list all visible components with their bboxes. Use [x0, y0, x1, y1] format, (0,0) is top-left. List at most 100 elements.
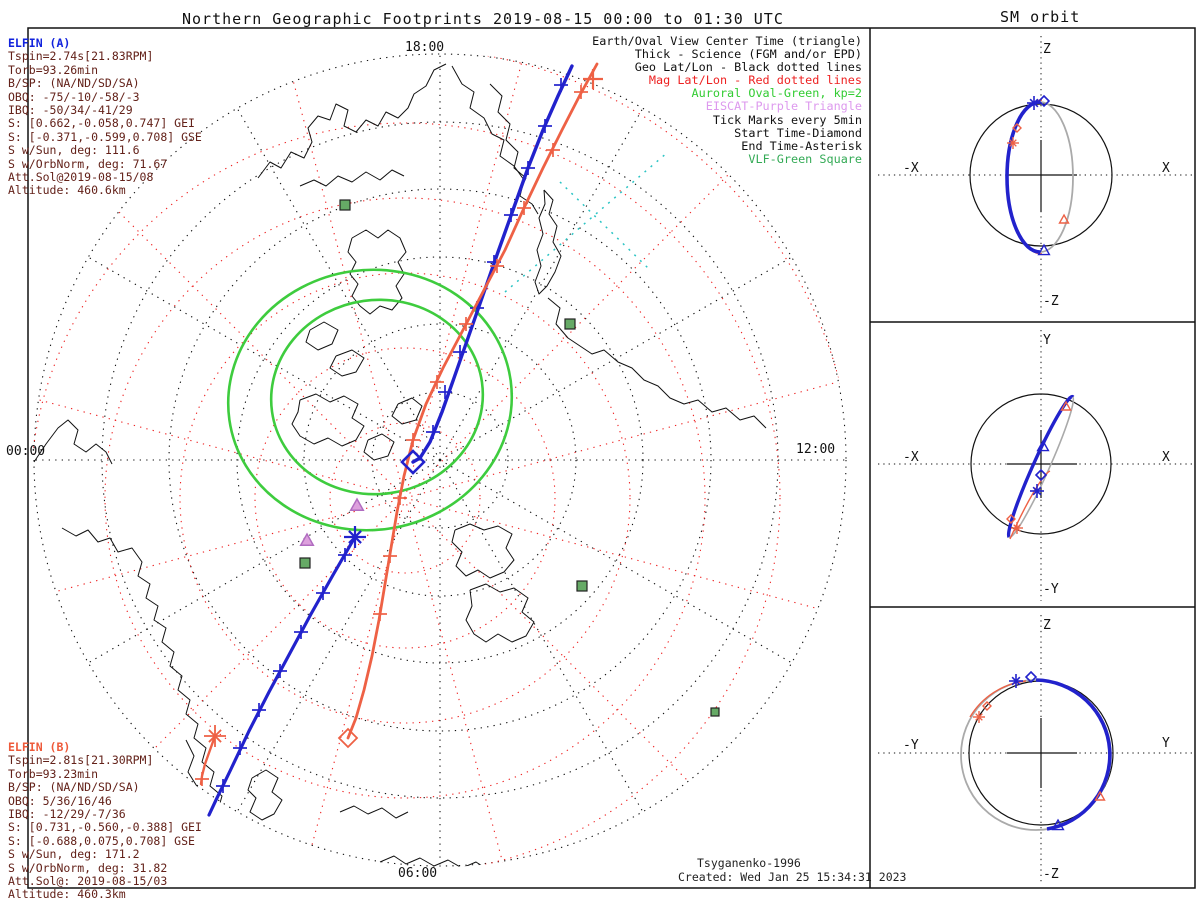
- legend-line: Mag Lat/Lon - Red dotted lines: [648, 73, 862, 88]
- sm2-axis-bottom: -Y: [1043, 582, 1059, 597]
- elfin-b-orbit-arc: [1006, 99, 1043, 255]
- sm3-center-triangle-b: [1094, 790, 1106, 801]
- legend-line: Thick - Science (FGM and/or EPD): [634, 47, 862, 62]
- elfin-a-line: S: [0.662,-0.058,0.747] GEI: [8, 116, 195, 131]
- legend-line: End Time-Asterisk: [741, 138, 862, 153]
- vlf-square: [339, 199, 351, 211]
- elfin-a-line: OBQ: -75/-10/-58/-3: [8, 89, 140, 104]
- elfin-a-line: Torb=93.26min: [8, 62, 99, 77]
- created-timestamp: Created: Wed Jan 25 15:34:31 2023: [678, 870, 907, 884]
- elfin-a-orbit-arc: [1006, 394, 1075, 538]
- elfin-a-line: B/SP: (NA/ND/SD/SA): [8, 76, 140, 91]
- elfin-a-end-asterisk: [344, 526, 366, 548]
- time-label-12: 12:00: [796, 442, 836, 457]
- legend-line: Geo Lat/Lon - Black dotted lines: [634, 60, 862, 75]
- sm3-axis-left: -Y: [903, 738, 919, 753]
- sm3-axis-right: Y: [1162, 736, 1170, 751]
- sm3-axis-top: Z: [1043, 618, 1051, 633]
- legend-line: Earth/Oval View Center Time (triangle): [592, 34, 862, 48]
- elfin-b-footprint-south: [195, 734, 217, 786]
- sm-panel-xy: [878, 330, 1192, 601]
- legend-line: Start Time-Diamond: [734, 125, 862, 140]
- elfin-a-orbit-arc: [1005, 100, 1041, 254]
- sm3-start-diamond-a: [1024, 670, 1038, 684]
- sm1-center-triangle-b: [1058, 213, 1070, 224]
- legend-line: VLF-Green Square: [748, 151, 862, 166]
- legend-line: Auroral Oval-Green, kp=2: [691, 86, 862, 101]
- elfin-a-line: IBQ: -50/34/-41/29: [8, 103, 133, 118]
- vlf-square: [576, 580, 588, 592]
- sm-orbit-title: SM orbit: [1000, 8, 1081, 26]
- sm-panel-xz: [878, 36, 1192, 316]
- sm1-end-asterisk-a: [1027, 96, 1041, 110]
- elfin-a-line: S w/Sun, deg: 111.6: [8, 143, 140, 158]
- vlf-square: [710, 707, 720, 717]
- sm2-end-asterisk-b: [1011, 522, 1023, 534]
- elfin-b-line: IBQ: -12/29/-7/36: [8, 807, 126, 822]
- vlf-square: [299, 557, 311, 569]
- vlf-square: [564, 318, 576, 330]
- elfin-b-line: Att.Sol@: 2019-08-15/03: [8, 874, 168, 889]
- elfin-a-line: S w/OrbNorm, deg: 71.67: [8, 156, 168, 171]
- geo-grid: [33, 53, 847, 867]
- sm1-axis-right: X: [1162, 161, 1170, 176]
- terminator-line: [504, 151, 669, 293]
- sm2-start-diamond-b: [1006, 514, 1016, 524]
- elfin-a-line: Att.Sol@2019-08-15/08: [8, 170, 154, 185]
- footprints-and-markers: [195, 62, 1106, 831]
- model-label: Tsyganenko-1996: [697, 856, 801, 870]
- elfin-a-orbit-arc: [1035, 678, 1112, 831]
- elfin-b-line: S: [0.731,-0.560,-0.388] GEI: [8, 820, 202, 835]
- elfin-b-line: S w/OrbNorm, deg: 31.82: [8, 860, 168, 875]
- legend-line: EISCAT-Purple Triangle: [705, 99, 862, 114]
- elfin-a-footprint-north: [411, 64, 574, 464]
- time-label-06: 06:00: [398, 866, 438, 881]
- figure-frame: [27, 27, 1196, 889]
- elfin-b-end-asterisk: [204, 725, 226, 747]
- sm1-start-diamond-b: [1012, 123, 1022, 133]
- elfin-a-label: ELFIN (A): [8, 36, 71, 50]
- sm3-end-asterisk-a: [1009, 674, 1023, 688]
- elfin-a-line: S: [-0.371,-0.599,0.708] GSE: [8, 129, 202, 144]
- sm1-end-asterisk-b: [1007, 137, 1019, 149]
- elfin-a-start-diamond: [400, 449, 426, 475]
- earth-circle: [970, 393, 1112, 535]
- elfin-b-label: ELFIN (B): [8, 740, 71, 754]
- sm2-center-triangle-a: [1036, 439, 1050, 452]
- sm3-start-diamond-b: [982, 701, 992, 711]
- sm1-start-diamond-a: [1037, 94, 1051, 108]
- auroral-oval: [226, 268, 514, 532]
- elfin-a-line: Altitude: 460.6km: [8, 183, 126, 198]
- sm1-center-triangle-a: [1037, 243, 1051, 256]
- sm1-axis-left: -X: [903, 161, 919, 176]
- elfin-b-start-diamond: [337, 727, 359, 749]
- eiscat-triangle: [349, 497, 365, 511]
- coastlines: [33, 63, 767, 867]
- elfin-a-info: ELFIN (A) Tspin=2.74s[21.83RPM] Torb=93.…: [8, 36, 202, 198]
- legend-line: Tick Marks every 5min: [712, 112, 862, 127]
- elfin-b-line: OBQ: 5/36/16/46: [8, 793, 112, 808]
- time-label-18: 18:00: [405, 40, 445, 55]
- elfin-a-footprint-south: [207, 535, 357, 817]
- sm3-center-triangle-a: [1051, 818, 1065, 831]
- elfin-a-line: Tspin=2.74s[21.83RPM]: [8, 49, 154, 64]
- sm2-center-triangle-b: [1060, 400, 1072, 411]
- elfin-b-info: ELFIN (B) Tspin=2.81s[21.30RPM] Torb=93.…: [8, 740, 202, 902]
- sm1-axis-bottom: -Z: [1043, 294, 1059, 309]
- legend: Earth/Oval View Center Time (triangle) T…: [462, 34, 862, 166]
- eiscat-triangle: [299, 532, 315, 546]
- elfin-b-line: Torb=93.23min: [8, 766, 99, 781]
- sm2-axis-right: X: [1162, 450, 1170, 465]
- sm1-axis-top: Z: [1043, 42, 1051, 57]
- elfin-b-line: Tspin=2.81s[21.30RPM]: [8, 753, 154, 768]
- elfin-b-orbit-arc: [969, 680, 1027, 718]
- time-label-00: 00:00: [6, 444, 46, 459]
- elfin-b-line: S w/Sun, deg: 171.2: [8, 847, 140, 862]
- elfin-b-edge-tick: [583, 69, 603, 89]
- sm2-end-asterisk-a: [1030, 484, 1044, 498]
- page-title: Northern Geographic Footprints 2019-08-1…: [182, 10, 784, 28]
- sm3-axis-bottom: -Z: [1043, 867, 1059, 882]
- sm-panel-yz: [878, 615, 1192, 884]
- sm2-start-diamond-a: [1034, 468, 1048, 482]
